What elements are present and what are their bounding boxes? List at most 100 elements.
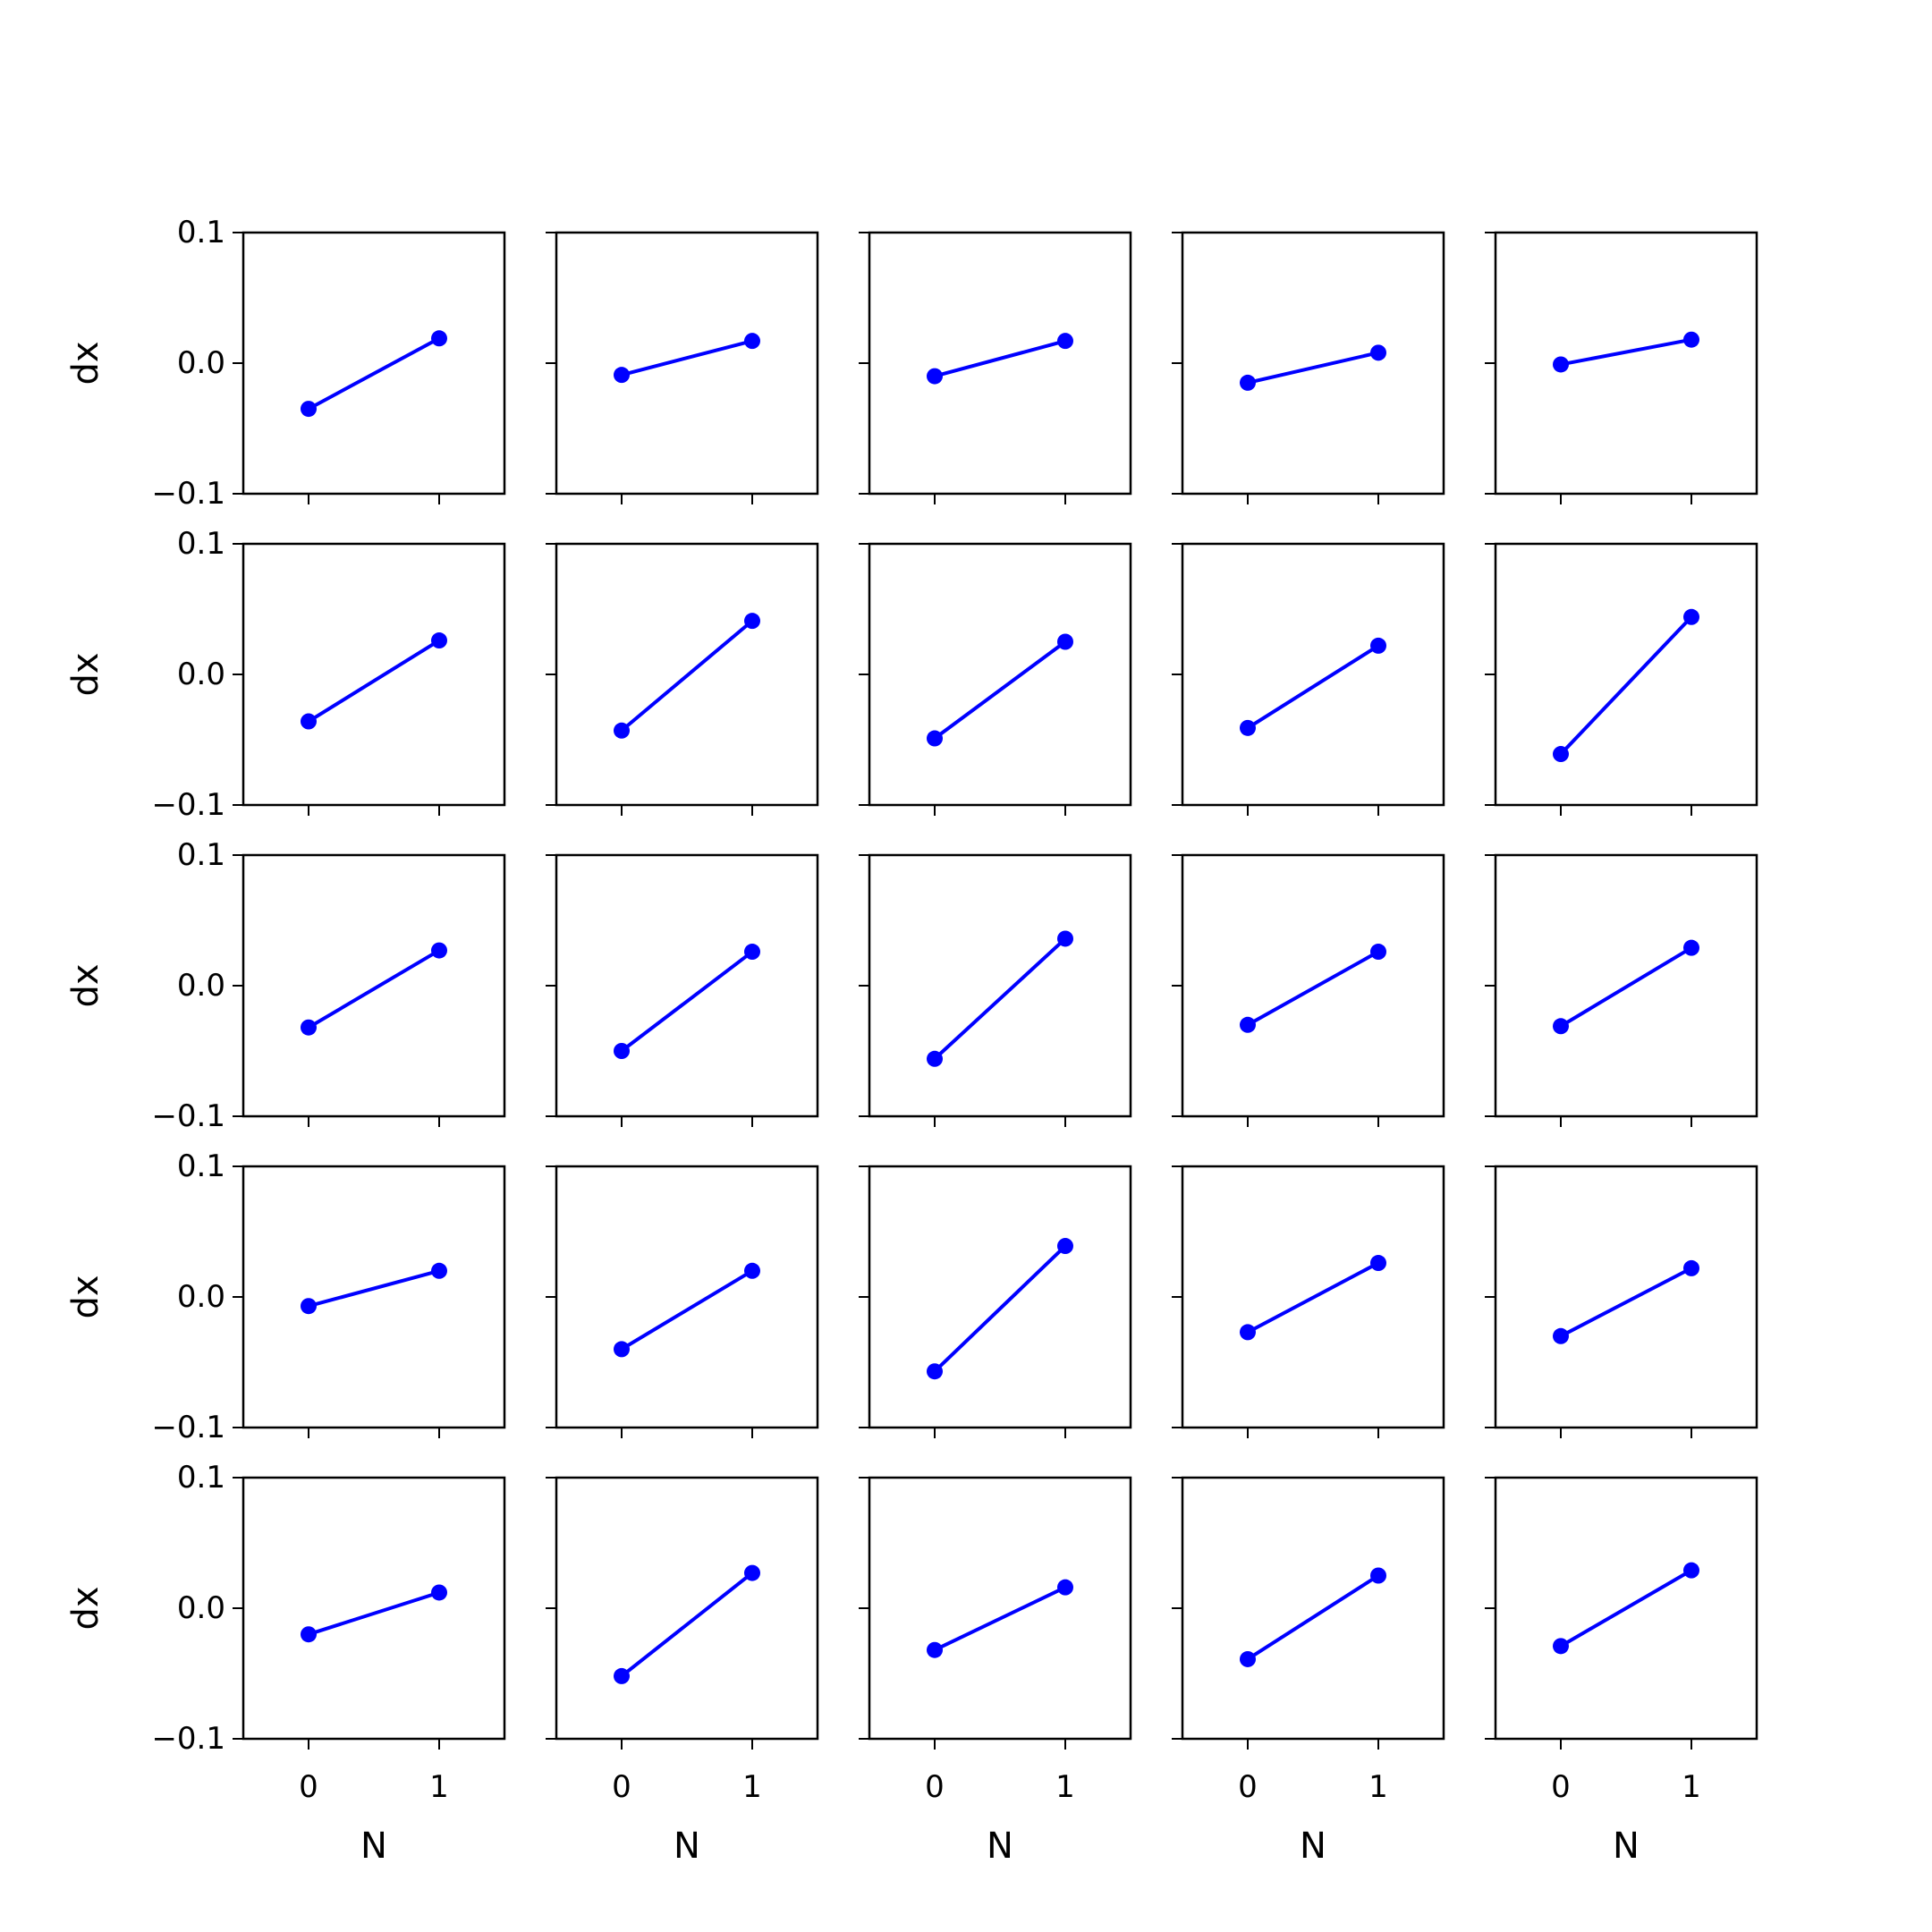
series-line <box>620 619 754 733</box>
y-tick-label: 0.1 <box>177 1460 225 1496</box>
series-line <box>307 639 441 724</box>
series-line <box>308 1268 440 1309</box>
y-tick-label: 0.0 <box>177 1279 225 1315</box>
data-point <box>1553 1327 1569 1344</box>
data-point <box>1057 333 1073 350</box>
x-tick-label: 0 <box>925 1769 945 1805</box>
series-line <box>1560 337 1692 367</box>
series-line <box>1246 1573 1380 1661</box>
data-point <box>744 944 760 961</box>
axes-frame <box>1181 542 1445 807</box>
y-tick-label: 0.1 <box>177 215 225 250</box>
data-point <box>1553 356 1569 373</box>
data-point <box>431 1584 447 1601</box>
series-line <box>1246 644 1380 730</box>
data-point <box>301 1298 317 1315</box>
axes-frame <box>868 1476 1132 1741</box>
y-tick-label: 0.1 <box>177 837 225 873</box>
data-point <box>927 1363 943 1380</box>
data-point <box>1683 331 1699 348</box>
x-tick-label: 1 <box>1368 1769 1388 1805</box>
x-tick-label: 0 <box>1551 1769 1571 1805</box>
data-point <box>431 942 447 959</box>
x-axis-label: N <box>1300 1826 1326 1867</box>
x-tick-label: 1 <box>1682 1769 1701 1805</box>
data-point <box>744 1262 760 1279</box>
x-axis-label: N <box>674 1826 700 1867</box>
data-point <box>614 722 630 739</box>
axes-frame <box>868 1165 1132 1429</box>
x-tick-label: 0 <box>1238 1769 1258 1805</box>
axes-frame <box>868 853 1132 1118</box>
axes-frame <box>1181 853 1445 1118</box>
series-line <box>620 950 754 1053</box>
data-point <box>301 1019 317 1036</box>
data-point <box>1240 1650 1256 1667</box>
y-axis-label: dx <box>65 652 106 696</box>
y-tick-label: −0.1 <box>151 1410 225 1445</box>
series-line <box>1560 1267 1692 1338</box>
series-line <box>1559 615 1693 756</box>
data-point <box>431 330 447 347</box>
data-point <box>431 1262 447 1279</box>
y-tick-label: 0.0 <box>177 345 225 381</box>
data-point <box>927 1050 943 1067</box>
y-tick-label: −0.1 <box>151 1098 225 1134</box>
data-point <box>744 613 760 630</box>
data-point <box>1057 633 1073 650</box>
axes-frame <box>1181 1476 1445 1741</box>
data-point <box>1683 939 1699 956</box>
data-point <box>614 1341 630 1358</box>
data-point <box>1240 1324 1256 1341</box>
y-tick-label: −0.1 <box>151 787 225 823</box>
series-line <box>620 1572 754 1678</box>
y-axis-label: dx <box>65 1586 106 1630</box>
y-tick-label: −0.1 <box>151 1721 225 1757</box>
x-axis-label: N <box>1613 1826 1640 1867</box>
data-point <box>1057 930 1073 947</box>
series-line <box>620 1269 754 1352</box>
data-point <box>1683 1259 1699 1276</box>
y-tick-label: 0.0 <box>177 968 225 1004</box>
axes-frame <box>868 231 1132 496</box>
x-tick-label: 0 <box>612 1769 631 1805</box>
axes-frame <box>242 853 506 1118</box>
y-axis-label: dx <box>65 341 106 385</box>
axes-frame <box>868 542 1132 807</box>
data-point <box>301 713 317 730</box>
data-point <box>1240 374 1256 391</box>
data-point <box>1240 1016 1256 1033</box>
data-point <box>1370 1567 1386 1584</box>
axes-frame <box>555 1476 819 1741</box>
x-tick-label: 1 <box>1055 1769 1075 1805</box>
data-point <box>1683 1562 1699 1579</box>
axes-frame <box>1494 231 1758 496</box>
series-line <box>621 339 753 377</box>
axes-frame <box>242 1476 506 1741</box>
y-axis-label: dx <box>65 963 106 1007</box>
x-axis-label: N <box>987 1826 1013 1867</box>
series-line <box>1247 351 1379 385</box>
axes-frame <box>555 231 819 496</box>
axes-frame <box>242 231 506 496</box>
series-line <box>307 948 441 1030</box>
data-point <box>927 1641 943 1658</box>
data-point <box>927 368 943 385</box>
data-point <box>1553 1018 1569 1035</box>
data-point <box>1057 1579 1073 1596</box>
axes-frame <box>1494 1165 1758 1429</box>
y-tick-label: 0.0 <box>177 657 225 692</box>
data-point <box>1057 1238 1073 1255</box>
x-tick-label: 1 <box>429 1769 449 1805</box>
axes-frame <box>1181 231 1445 496</box>
axes-frame <box>555 853 819 1118</box>
data-point <box>1683 608 1699 625</box>
data-point <box>1370 944 1386 961</box>
data-point <box>744 333 760 350</box>
axes-frame <box>242 1165 506 1429</box>
y-tick-label: −0.1 <box>151 476 225 512</box>
x-axis-label: N <box>360 1826 387 1867</box>
data-point <box>301 1626 317 1643</box>
axes-frame <box>242 542 506 807</box>
